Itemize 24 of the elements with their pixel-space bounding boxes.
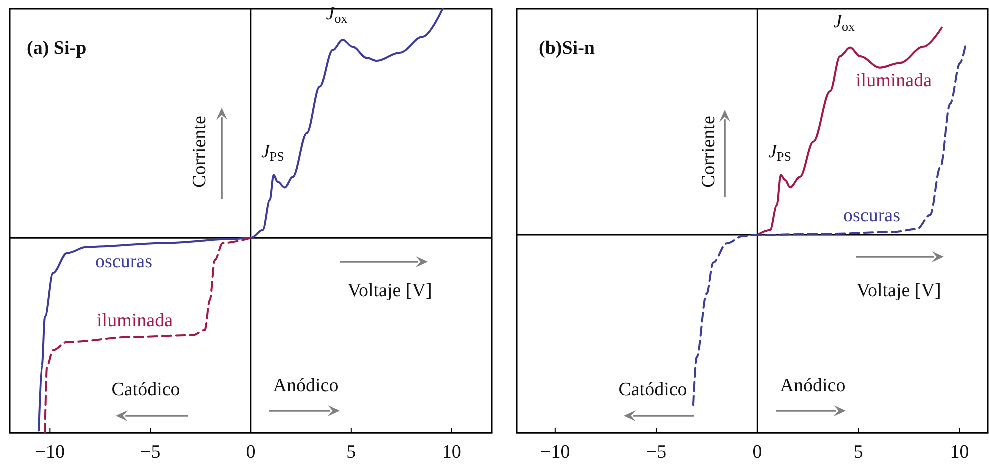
annotation: Catódico (112, 380, 180, 400)
x-tick-label: −5 (140, 442, 161, 463)
x-tick-label: −10 (540, 442, 570, 463)
annotation: Corriente (190, 116, 210, 188)
annotation: Corriente (698, 116, 720, 188)
x-tick-label: 5 (346, 442, 356, 463)
x-tick-label: 5 (854, 442, 864, 463)
series-label: oscuras (844, 206, 900, 226)
annotation: Anódico (780, 376, 846, 396)
annotation: Voltaje [V] (856, 280, 942, 302)
series-label: iluminada (97, 310, 174, 332)
annotation: Voltaje [V] (348, 280, 432, 302)
annotation: Anódico (273, 376, 339, 396)
series-label: iluminada (856, 70, 933, 92)
annotation: Catódico (618, 380, 688, 400)
x-tick-label: 10 (442, 442, 462, 463)
x-tick-label: 0 (752, 442, 762, 463)
x-tick-label: −10 (35, 442, 66, 463)
x-tick-label: −5 (646, 442, 667, 463)
x-tick-label: 10 (950, 442, 970, 463)
series-label: oscuras (96, 252, 152, 272)
text: (b)Si-n (539, 38, 596, 59)
text: (a) Si-p (27, 38, 87, 59)
x-tick-label: 0 (246, 442, 256, 463)
